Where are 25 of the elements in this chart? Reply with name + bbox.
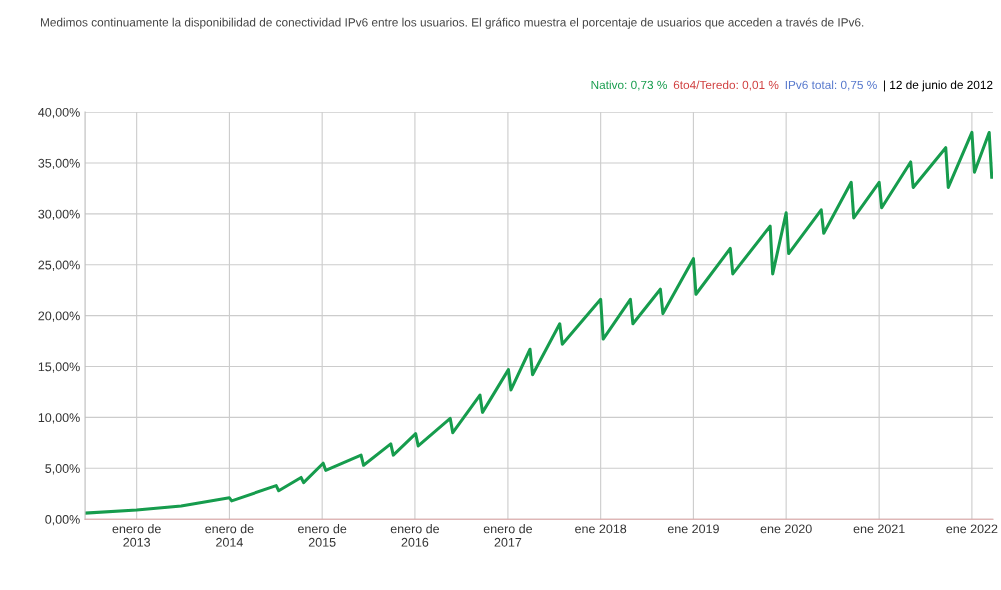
text: Nativo: 0,73 % — [591, 80, 667, 91]
line-series — [85, 130, 993, 515]
x-tick-label: ene 2020 — [760, 524, 812, 534]
text: IPv6 total: 0,75 % — [785, 80, 877, 91]
chart-title: Medimos continuamente la disponibilidad de conectividad IPv6 entre los usuarios. El gráfico muestra el porcentaje de usuarios que acceden a través de IPv6. — [41, 17, 864, 29]
x-tick-label: ene 2021 — [853, 524, 905, 534]
y-tick-label: 5,00% — [45, 464, 80, 475]
text: 6to4/Teredo: 0,01 % — [673, 80, 779, 91]
x-tick-label: ene 2019 — [667, 524, 719, 534]
y-tick-label: 40,00% — [38, 107, 80, 119]
y-tick-label: 15,00% — [38, 362, 80, 373]
y-tick-label: 25,00% — [38, 260, 80, 271]
text: | 12 de junio de 2012 — [883, 80, 993, 92]
y-tick-label: 35,00% — [38, 158, 80, 170]
y-tick-label: 30,00% — [38, 209, 80, 220]
x-tick-label: enero de 2015 — [298, 524, 347, 547]
y-tick-label: 20,00% — [38, 311, 80, 322]
y-tick-label: 10,00% — [38, 413, 80, 424]
x-tick-label: ene 2018 — [575, 524, 627, 534]
x-tick-label: enero de 2016 — [390, 524, 440, 547]
y-tick-label: 0,00% — [45, 515, 80, 526]
x-tick-label: enero de 2013 — [112, 524, 161, 547]
x-tick-label: ene 2022 — [946, 524, 998, 534]
x-tick-label: enero de 2014 — [205, 524, 254, 547]
x-tick-label: enero de 2017 — [483, 524, 533, 547]
